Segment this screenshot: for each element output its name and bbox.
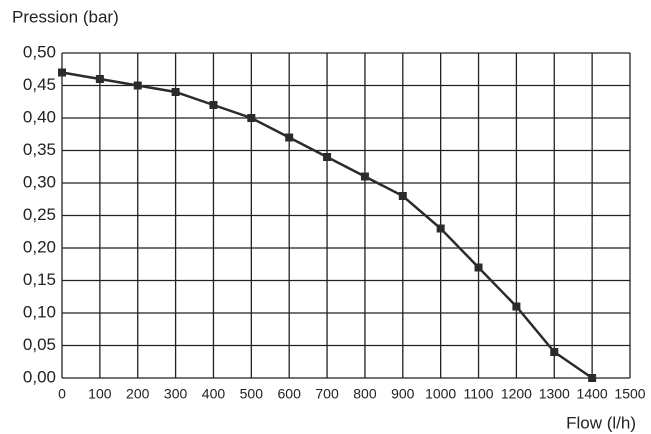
x-axis-label: Flow (l/h) [566,413,636,432]
x-tick-label: 700 [315,386,339,402]
y-tick-label: 0,30 [23,172,56,191]
x-tick-label: 300 [164,386,188,402]
y-tick-label: 0,50 [23,42,56,61]
y-axis-label: Pression (bar) [12,7,119,26]
data-point [323,153,332,161]
y-tick-label: 0,15 [23,270,56,289]
x-tick-label: 200 [126,386,150,402]
y-tick-label: 0,05 [23,335,56,354]
y-tick-label: 0,35 [23,140,56,159]
x-tick-label: 0 [58,386,66,402]
data-point [285,133,294,142]
data-point [58,68,66,77]
data-point [95,75,104,83]
data-point [436,224,445,233]
x-tick-label: 1200 [501,386,532,402]
data-point [360,172,369,181]
x-tick-label: 900 [391,386,415,402]
data-point [171,88,180,96]
x-tick-label: 1100 [463,386,493,402]
x-tick-label: 800 [353,386,377,402]
x-tick-label: 400 [202,386,226,402]
data-point [550,348,559,356]
y-tick-label: 0,45 [23,75,56,94]
x-tick-label: 600 [278,386,302,402]
x-tick-label: 1500 [614,386,645,402]
x-tick-label: 500 [240,386,264,402]
y-tick-label: 0,40 [23,107,56,126]
x-tick-label: 1400 [577,386,608,402]
data-point [474,263,483,272]
x-tick-label: 1300 [539,386,570,402]
x-tick-label: 1000 [425,386,456,402]
data-point [588,374,597,382]
x-tick-label: 100 [88,386,112,402]
y-tick-label: 0,10 [23,302,56,321]
data-point [247,114,256,122]
y-tick-label: 0,00 [23,367,56,386]
data-point [209,101,218,109]
y-tick-label: 0,20 [23,237,56,256]
data-point [133,81,142,90]
data-point [512,302,521,311]
y-tick-label: 0,25 [23,205,56,224]
data-point [398,192,407,200]
